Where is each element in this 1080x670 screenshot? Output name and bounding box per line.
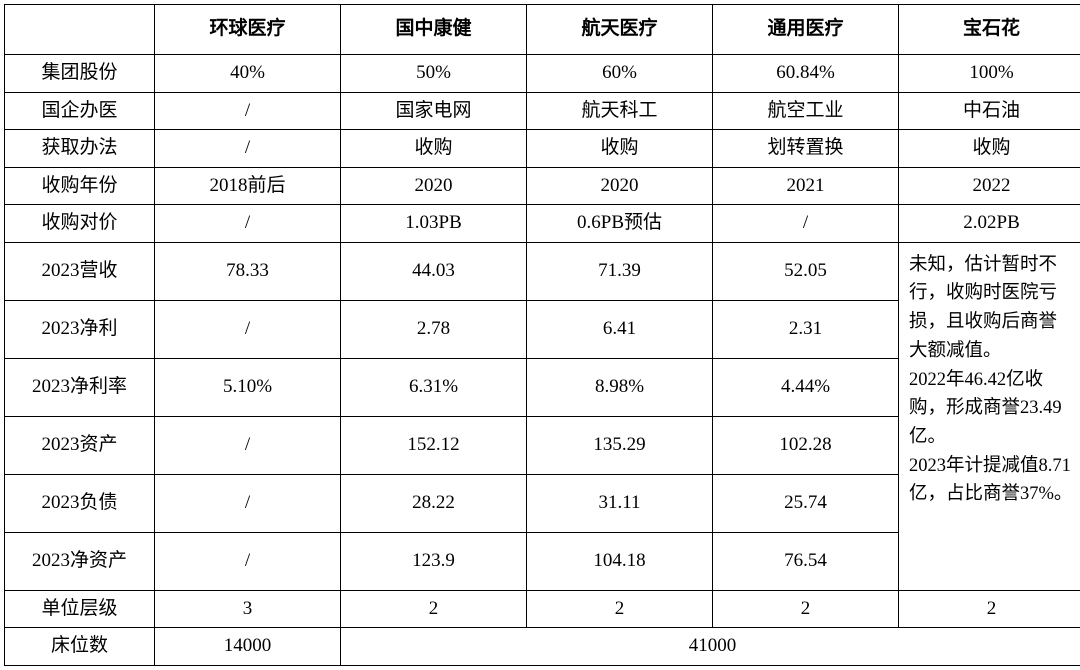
cell: 44.03 — [341, 242, 527, 300]
cell: / — [155, 300, 341, 358]
cell: 50% — [341, 55, 527, 93]
row-label: 国企办医 — [5, 92, 155, 130]
cell: 14000 — [155, 628, 341, 666]
cell: 52.05 — [713, 242, 899, 300]
cell: 6.41 — [527, 300, 713, 358]
cell: 2 — [899, 590, 1080, 628]
row-label: 2023营收 — [5, 242, 155, 300]
cell: 2020 — [527, 167, 713, 205]
row-label: 获取办法 — [5, 130, 155, 168]
cell: 135.29 — [527, 416, 713, 474]
row-label: 收购年份 — [5, 167, 155, 205]
cell: 1.03PB — [341, 205, 527, 243]
cell: 60% — [527, 55, 713, 93]
cell: 60.84% — [713, 55, 899, 93]
row-label: 2023净利率 — [5, 358, 155, 416]
cell: / — [155, 92, 341, 130]
cell: 收购 — [527, 130, 713, 168]
header-blank — [5, 5, 155, 55]
cell: 8.98% — [527, 358, 713, 416]
cell: 25.74 — [713, 474, 899, 532]
cell: / — [155, 416, 341, 474]
note-cell: 未知，估计暂时不行，收购时医院亏损，且收购后商誉大额减值。2022年46.42亿… — [899, 242, 1080, 590]
table-row: 收购年份 2018前后 2020 2020 2021 2022 — [5, 167, 1080, 205]
cell: 中石油 — [899, 92, 1080, 130]
cell: 31.11 — [527, 474, 713, 532]
cell: 2021 — [713, 167, 899, 205]
header-company: 航天医疗 — [527, 5, 713, 55]
cell: 收购 — [899, 130, 1080, 168]
cell: 2 — [713, 590, 899, 628]
table-row: 集团股份 40% 50% 60% 60.84% 100% — [5, 55, 1080, 93]
cell: 2022 — [899, 167, 1080, 205]
cell: 航空工业 — [713, 92, 899, 130]
cell: 2 — [341, 590, 527, 628]
cell: 28.22 — [341, 474, 527, 532]
cell: / — [713, 205, 899, 243]
cell: 78.33 — [155, 242, 341, 300]
cell: 104.18 — [527, 532, 713, 590]
table-row: 收购对价 / 1.03PB 0.6PB预估 / 2.02PB — [5, 205, 1080, 243]
cell: 2.78 — [341, 300, 527, 358]
cell: / — [155, 205, 341, 243]
cell: 2 — [527, 590, 713, 628]
cell: 152.12 — [341, 416, 527, 474]
table-body: 集团股份 40% 50% 60% 60.84% 100% 国企办医 / 国家电网… — [5, 55, 1080, 666]
header-company: 国中康健 — [341, 5, 527, 55]
header-company: 环球医疗 — [155, 5, 341, 55]
cell: 2.02PB — [899, 205, 1080, 243]
table-row: 国企办医 / 国家电网 航天科工 航空工业 中石油 — [5, 92, 1080, 130]
cell: / — [155, 532, 341, 590]
row-label: 2023负债 — [5, 474, 155, 532]
cell: 划转置换 — [713, 130, 899, 168]
table-row: 2023营收 78.33 44.03 71.39 52.05 未知，估计暂时不行… — [5, 242, 1080, 300]
cell: 4.44% — [713, 358, 899, 416]
cell: 102.28 — [713, 416, 899, 474]
row-label: 收购对价 — [5, 205, 155, 243]
table-row: 床位数 14000 41000 — [5, 628, 1080, 666]
cell: / — [155, 130, 341, 168]
cell: 航天科工 — [527, 92, 713, 130]
cell: 76.54 — [713, 532, 899, 590]
row-label: 2023净利 — [5, 300, 155, 358]
table-row: 单位层级 3 2 2 2 2 — [5, 590, 1080, 628]
table-header-row: 环球医疗 国中康健 航天医疗 通用医疗 宝石花 — [5, 5, 1080, 55]
cell: 收购 — [341, 130, 527, 168]
table-row: 获取办法 / 收购 收购 划转置换 收购 — [5, 130, 1080, 168]
cell: 2018前后 — [155, 167, 341, 205]
row-label: 床位数 — [5, 628, 155, 666]
row-label: 单位层级 — [5, 590, 155, 628]
header-company: 通用医疗 — [713, 5, 899, 55]
cell-merged: 41000 — [341, 628, 1080, 666]
cell: / — [155, 474, 341, 532]
cell: 123.9 — [341, 532, 527, 590]
header-company: 宝石花 — [899, 5, 1080, 55]
cell: 2.31 — [713, 300, 899, 358]
row-label: 2023资产 — [5, 416, 155, 474]
row-label: 2023净资产 — [5, 532, 155, 590]
cell: 40% — [155, 55, 341, 93]
cell: 0.6PB预估 — [527, 205, 713, 243]
cell: 5.10% — [155, 358, 341, 416]
cell: 6.31% — [341, 358, 527, 416]
cell: 国家电网 — [341, 92, 527, 130]
row-label: 集团股份 — [5, 55, 155, 93]
cell: 3 — [155, 590, 341, 628]
cell: 71.39 — [527, 242, 713, 300]
cell: 2020 — [341, 167, 527, 205]
comparison-table: 环球医疗 国中康健 航天医疗 通用医疗 宝石花 集团股份 40% 50% 60%… — [4, 4, 1080, 666]
comparison-table-container: 环球医疗 国中康健 航天医疗 通用医疗 宝石花 集团股份 40% 50% 60%… — [0, 0, 1080, 670]
cell: 100% — [899, 55, 1080, 93]
